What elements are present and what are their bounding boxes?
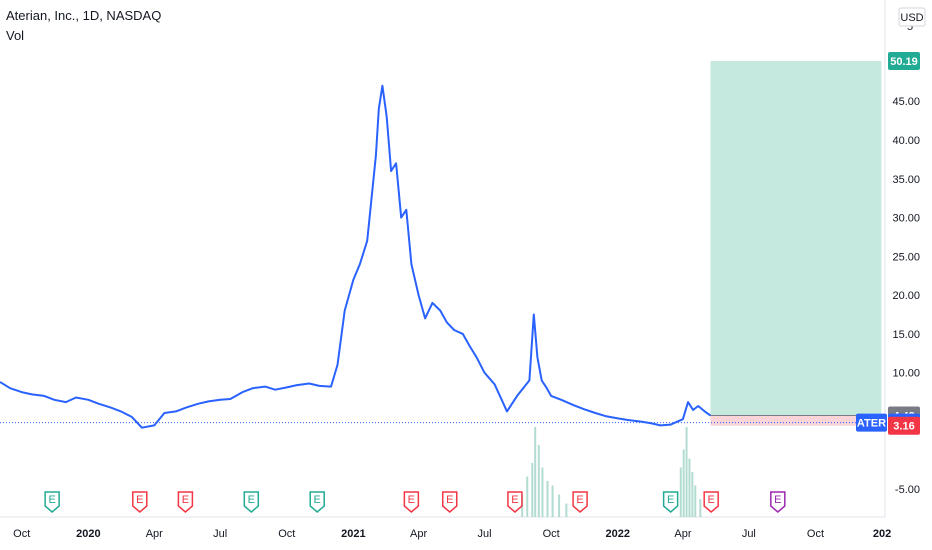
volume-bar — [534, 427, 537, 517]
y-tick-label: 40.00 — [892, 135, 920, 147]
volume-bar — [537, 445, 540, 517]
x-tick-label: 2020 — [76, 528, 100, 540]
earnings-badge[interactable] — [770, 491, 786, 513]
earnings-marker[interactable]: E — [572, 491, 588, 513]
volume-bar — [526, 476, 529, 517]
target-tag-label: 50.19 — [890, 56, 918, 68]
y-tick-label: 15.00 — [892, 329, 920, 341]
earnings-label: E — [576, 494, 583, 506]
volume-bar — [694, 485, 697, 517]
profit-zone[interactable] — [710, 61, 882, 416]
earnings-marker[interactable]: E — [132, 491, 148, 513]
earnings-label: E — [136, 494, 143, 506]
volume-bar — [541, 467, 544, 517]
earnings-badge[interactable] — [662, 491, 679, 513]
y-tick-label: 10.00 — [892, 368, 920, 380]
volume-bar — [558, 494, 561, 517]
x-tick-label: 2021 — [341, 528, 365, 540]
x-tick-label: Apr — [410, 528, 427, 540]
earnings-marker[interactable]: E — [309, 491, 325, 513]
volume-bar — [565, 503, 568, 517]
x-tick-label: Jul — [742, 528, 756, 540]
earnings-badge[interactable] — [572, 491, 588, 513]
volume-bar — [688, 458, 691, 517]
earnings-label: E — [182, 494, 189, 506]
earnings-marker[interactable]: E — [243, 491, 260, 513]
volume-bar — [546, 481, 549, 517]
earnings-marker[interactable]: E — [403, 491, 420, 513]
volume-bar — [691, 472, 694, 517]
stop-tag-label: 3.16 — [893, 421, 914, 433]
earnings-label: E — [314, 494, 321, 506]
earnings-label: E — [408, 494, 415, 506]
y-tick-label-top: 5 — [907, 21, 913, 33]
earnings-badge[interactable] — [703, 491, 719, 513]
x-tick-label: Oct — [807, 528, 824, 540]
y-tick-label: 35.00 — [892, 174, 920, 186]
y-tick-label: 45.00 — [892, 96, 920, 108]
target-tag — [888, 52, 920, 70]
volume-bar — [551, 485, 554, 517]
stop-tag — [888, 416, 920, 435]
volume-bar — [531, 463, 534, 517]
earnings-label: E — [248, 494, 255, 506]
stop-loss-zone[interactable] — [710, 415, 882, 426]
x-tick-label: 202 — [873, 528, 891, 540]
earnings-marker[interactable]: E — [177, 491, 194, 513]
x-tick-label: Apr — [674, 528, 691, 540]
volume-bar — [685, 427, 688, 517]
x-tick-label: Apr — [146, 528, 163, 540]
y-tick-label: -5.00 — [895, 484, 920, 496]
volume-bar — [682, 449, 685, 517]
volume-bar — [679, 467, 682, 517]
earnings-label: E — [708, 494, 715, 506]
x-tick-label: 2022 — [606, 528, 630, 540]
earnings-marker[interactable]: E — [770, 491, 786, 513]
earnings-label: E — [511, 494, 518, 506]
earnings-badge[interactable] — [309, 491, 325, 513]
earnings-label: E — [774, 494, 781, 506]
price-line[interactable] — [0, 84, 712, 429]
y-tick-label: 25.00 — [892, 251, 920, 263]
chart-title: Aterian, Inc., 1D, NASDAQ — [6, 8, 162, 23]
currency-label: USD — [900, 12, 923, 24]
earnings-marker[interactable]: E — [703, 491, 719, 513]
earnings-marker[interactable]: E — [44, 491, 60, 513]
x-tick-label: Oct — [278, 528, 295, 540]
symbol-tag-label: ATER — [857, 418, 886, 430]
earnings-badge[interactable] — [507, 491, 523, 513]
earnings-badge[interactable] — [441, 491, 458, 513]
earnings-marker[interactable]: E — [441, 491, 458, 513]
earnings-marker[interactable]: E — [662, 491, 679, 513]
y-tick-label: 20.00 — [892, 290, 920, 302]
currency-button[interactable] — [898, 7, 926, 27]
y-tick-label: 30.00 — [892, 213, 920, 225]
x-tick-label: Oct — [13, 528, 30, 540]
earnings-badge[interactable] — [403, 491, 420, 513]
earnings-marker[interactable]: E — [507, 491, 523, 513]
earnings-label: E — [446, 494, 453, 506]
earnings-label: E — [667, 494, 674, 506]
x-tick-label: Jul — [213, 528, 227, 540]
earnings-label: E — [48, 494, 55, 506]
volume-bar — [699, 499, 702, 517]
x-tick-label: Jul — [477, 528, 491, 540]
earnings-badge[interactable] — [177, 491, 194, 513]
symbol-tag — [856, 413, 887, 432]
earnings-badge[interactable] — [243, 491, 260, 513]
earnings-badge[interactable] — [132, 491, 148, 513]
x-tick-label: Oct — [543, 528, 560, 540]
volume-label: Vol — [6, 28, 25, 43]
earnings-badge[interactable] — [44, 491, 60, 513]
